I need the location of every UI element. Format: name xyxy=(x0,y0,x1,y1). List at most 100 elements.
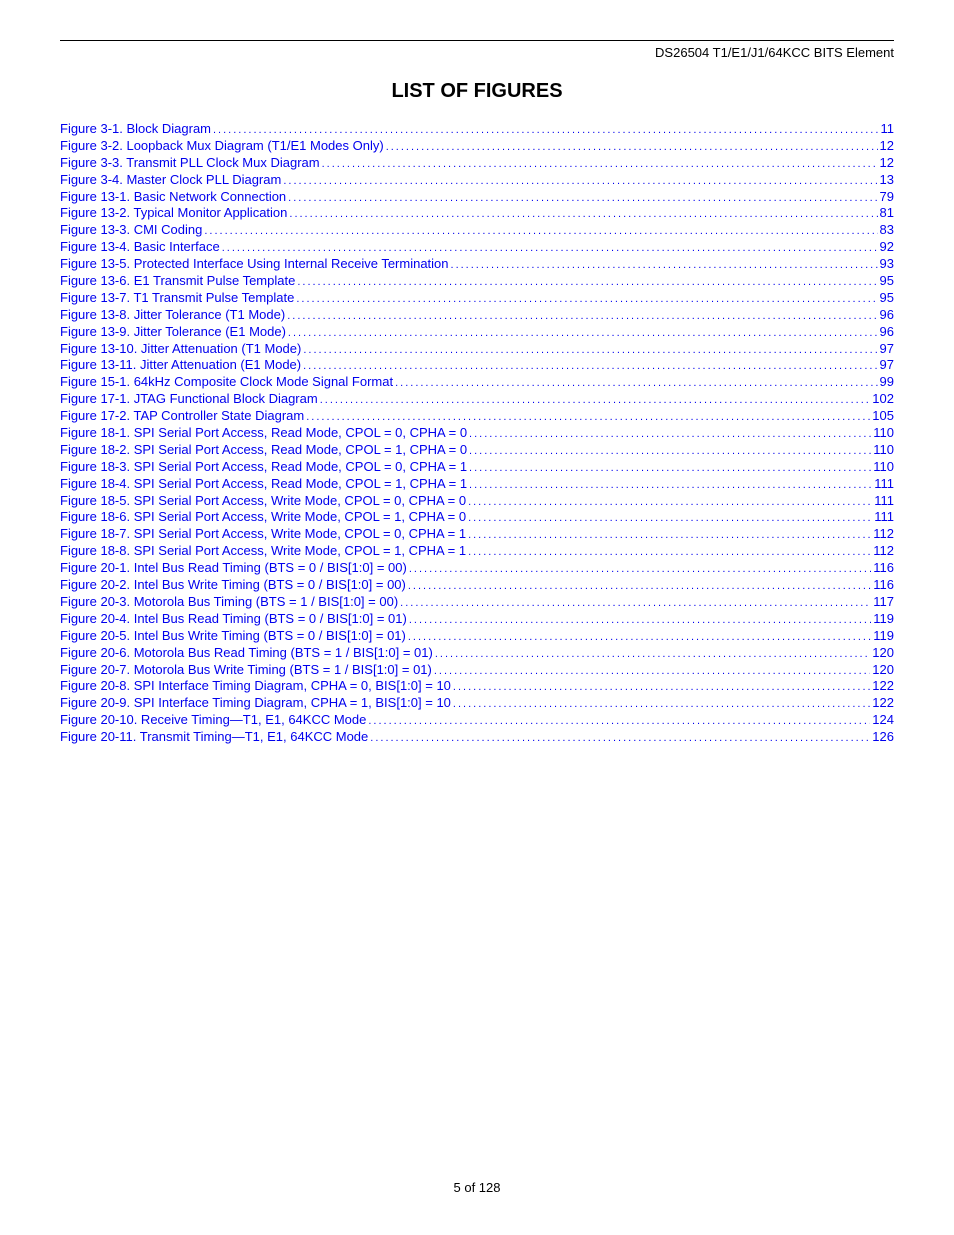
toc-entry[interactable]: Figure 3-4. Master Clock PLL Diagram 13 xyxy=(60,172,894,189)
toc-entry-page: 96 xyxy=(880,307,894,324)
toc-entry-label: Figure 20-8. SPI Interface Timing Diagra… xyxy=(60,678,451,695)
toc-entry[interactable]: Figure 17-2. TAP Controller State Diagra… xyxy=(60,408,894,425)
toc-entry[interactable]: Figure 13-10. Jitter Attenuation (T1 Mod… xyxy=(60,341,894,358)
toc-entry[interactable]: Figure 20-5. Intel Bus Write Timing (BTS… xyxy=(60,628,894,645)
toc-leader-dots xyxy=(468,526,871,543)
toc-entry[interactable]: Figure 20-3. Motorola Bus Timing (BTS = … xyxy=(60,594,894,611)
toc-entry-label: Figure 15-1. 64kHz Composite Clock Mode … xyxy=(60,374,393,391)
toc-entry[interactable]: Figure 13-2. Typical Monitor Application… xyxy=(60,205,894,222)
toc-leader-dots xyxy=(453,695,870,712)
toc-entry-page: 12 xyxy=(880,155,894,172)
toc-entry-page: 110 xyxy=(873,459,894,476)
toc-entry[interactable]: Figure 20-10. Receive Timing—T1, E1, 64K… xyxy=(60,712,894,729)
toc-entry-page: 122 xyxy=(872,695,894,712)
toc-entry-page: 12 xyxy=(880,138,894,155)
toc-leader-dots xyxy=(400,594,871,611)
toc-entry[interactable]: Figure 3-1. Block Diagram 11 xyxy=(60,121,894,138)
toc-entry-page: 99 xyxy=(880,374,894,391)
toc-entry[interactable]: Figure 13-5. Protected Interface Using I… xyxy=(60,256,894,273)
toc-leader-dots xyxy=(287,307,877,324)
toc-leader-dots xyxy=(213,121,879,138)
toc-entry-page: 122 xyxy=(872,678,894,695)
toc-entry-label: Figure 13-11. Jitter Attenuation (E1 Mod… xyxy=(60,357,301,374)
toc-leader-dots xyxy=(468,543,871,560)
toc-entry-label: Figure 3-4. Master Clock PLL Diagram xyxy=(60,172,281,189)
toc-entry[interactable]: Figure 20-8. SPI Interface Timing Diagra… xyxy=(60,678,894,695)
toc-entry-label: Figure 13-8. Jitter Tolerance (T1 Mode) xyxy=(60,307,285,324)
toc-leader-dots xyxy=(283,172,877,189)
toc-entry-label: Figure 13-5. Protected Interface Using I… xyxy=(60,256,449,273)
toc-leader-dots xyxy=(370,729,870,746)
toc-entry[interactable]: Figure 13-3. CMI Coding 83 xyxy=(60,222,894,239)
toc-entry[interactable]: Figure 20-7. Motorola Bus Write Timing (… xyxy=(60,662,894,679)
toc-entry-label: Figure 13-7. T1 Transmit Pulse Template xyxy=(60,290,294,307)
toc-entry[interactable]: Figure 18-1. SPI Serial Port Access, Rea… xyxy=(60,425,894,442)
toc-entry[interactable]: Figure 20-4. Intel Bus Read Timing (BTS … xyxy=(60,611,894,628)
toc-entry[interactable]: Figure 13-7. T1 Transmit Pulse Template … xyxy=(60,290,894,307)
toc-entry-label: Figure 20-6. Motorola Bus Read Timing (B… xyxy=(60,645,433,662)
toc-entry[interactable]: Figure 18-6. SPI Serial Port Access, Wri… xyxy=(60,509,894,526)
toc-entry-label: Figure 13-3. CMI Coding xyxy=(60,222,202,239)
toc-entry-page: 110 xyxy=(873,442,894,459)
toc-leader-dots xyxy=(297,273,877,290)
toc-entry[interactable]: Figure 20-1. Intel Bus Read Timing (BTS … xyxy=(60,560,894,577)
toc-entry-page: 111 xyxy=(874,493,894,510)
toc-entry-label: Figure 20-5. Intel Bus Write Timing (BTS… xyxy=(60,628,406,645)
toc-entry-label: Figure 3-1. Block Diagram xyxy=(60,121,211,138)
toc-entry-label: Figure 20-3. Motorola Bus Timing (BTS = … xyxy=(60,594,398,611)
toc-entry[interactable]: Figure 20-11. Transmit Timing—T1, E1, 64… xyxy=(60,729,894,746)
toc-entry[interactable]: Figure 20-2. Intel Bus Write Timing (BTS… xyxy=(60,577,894,594)
toc-entry-label: Figure 13-9. Jitter Tolerance (E1 Mode) xyxy=(60,324,286,341)
toc-entry-label: Figure 13-1. Basic Network Connection xyxy=(60,189,286,206)
toc-leader-dots xyxy=(303,341,877,358)
toc-entry-label: Figure 20-11. Transmit Timing—T1, E1, 64… xyxy=(60,729,368,746)
toc-entry-label: Figure 18-5. SPI Serial Port Access, Wri… xyxy=(60,493,466,510)
toc-entry[interactable]: Figure 13-11. Jitter Attenuation (E1 Mod… xyxy=(60,357,894,374)
toc-entry[interactable]: Figure 18-5. SPI Serial Port Access, Wri… xyxy=(60,493,894,510)
toc-entry[interactable]: Figure 18-7. SPI Serial Port Access, Wri… xyxy=(60,526,894,543)
toc-entry-page: 95 xyxy=(880,290,894,307)
toc-leader-dots xyxy=(409,611,871,628)
toc-leader-dots xyxy=(386,138,878,155)
toc-entry[interactable]: Figure 3-3. Transmit PLL Clock Mux Diagr… xyxy=(60,155,894,172)
toc-leader-dots xyxy=(469,442,871,459)
toc-entry[interactable]: Figure 18-4. SPI Serial Port Access, Rea… xyxy=(60,476,894,493)
toc-entry-page: 97 xyxy=(880,341,894,358)
toc-leader-dots xyxy=(368,712,870,729)
toc-entry-label: Figure 3-2. Loopback Mux Diagram (T1/E1 … xyxy=(60,138,384,155)
toc-entry[interactable]: Figure 13-1. Basic Network Connection 79 xyxy=(60,189,894,206)
toc-entry-page: 119 xyxy=(873,628,894,645)
toc-entry[interactable]: Figure 17-1. JTAG Functional Block Diagr… xyxy=(60,391,894,408)
toc-entry-page: 110 xyxy=(873,425,894,442)
toc-leader-dots xyxy=(468,493,872,510)
toc-entry-label: Figure 18-7. SPI Serial Port Access, Wri… xyxy=(60,526,466,543)
toc-entry-page: 117 xyxy=(873,594,894,611)
toc-entry-label: Figure 18-6. SPI Serial Port Access, Wri… xyxy=(60,509,466,526)
toc-entry[interactable]: Figure 13-4. Basic Interface 92 xyxy=(60,239,894,256)
toc-entry-label: Figure 17-1. JTAG Functional Block Diagr… xyxy=(60,391,318,408)
toc-entry[interactable]: Figure 18-8. SPI Serial Port Access, Wri… xyxy=(60,543,894,560)
toc-entry[interactable]: Figure 20-6. Motorola Bus Read Timing (B… xyxy=(60,645,894,662)
toc-leader-dots xyxy=(296,290,877,307)
toc-leader-dots xyxy=(434,662,870,679)
toc-entry[interactable]: Figure 15-1. 64kHz Composite Clock Mode … xyxy=(60,374,894,391)
toc-entry[interactable]: Figure 3-2. Loopback Mux Diagram (T1/E1 … xyxy=(60,138,894,155)
toc-entry-label: Figure 18-1. SPI Serial Port Access, Rea… xyxy=(60,425,467,442)
toc-entry[interactable]: Figure 13-9. Jitter Tolerance (E1 Mode) … xyxy=(60,324,894,341)
toc-entry-label: Figure 18-2. SPI Serial Port Access, Rea… xyxy=(60,442,467,459)
toc-leader-dots xyxy=(435,645,870,662)
toc-entry-label: Figure 18-8. SPI Serial Port Access, Wri… xyxy=(60,543,466,560)
toc-entry-page: 83 xyxy=(880,222,894,239)
toc-entry[interactable]: Figure 20-9. SPI Interface Timing Diagra… xyxy=(60,695,894,712)
toc-entry[interactable]: Figure 13-8. Jitter Tolerance (T1 Mode) … xyxy=(60,307,894,324)
toc-leader-dots xyxy=(408,577,871,594)
toc-entry-label: Figure 20-7. Motorola Bus Write Timing (… xyxy=(60,662,432,679)
toc-entry-page: 93 xyxy=(880,256,894,273)
toc-entry-label: Figure 13-4. Basic Interface xyxy=(60,239,220,256)
toc-entry[interactable]: Figure 18-2. SPI Serial Port Access, Rea… xyxy=(60,442,894,459)
toc-leader-dots xyxy=(468,509,872,526)
toc-entry[interactable]: Figure 18-3. SPI Serial Port Access, Rea… xyxy=(60,459,894,476)
toc-entry-page: 124 xyxy=(872,712,894,729)
toc-entry[interactable]: Figure 13-6. E1 Transmit Pulse Template … xyxy=(60,273,894,290)
toc-leader-dots xyxy=(289,205,877,222)
